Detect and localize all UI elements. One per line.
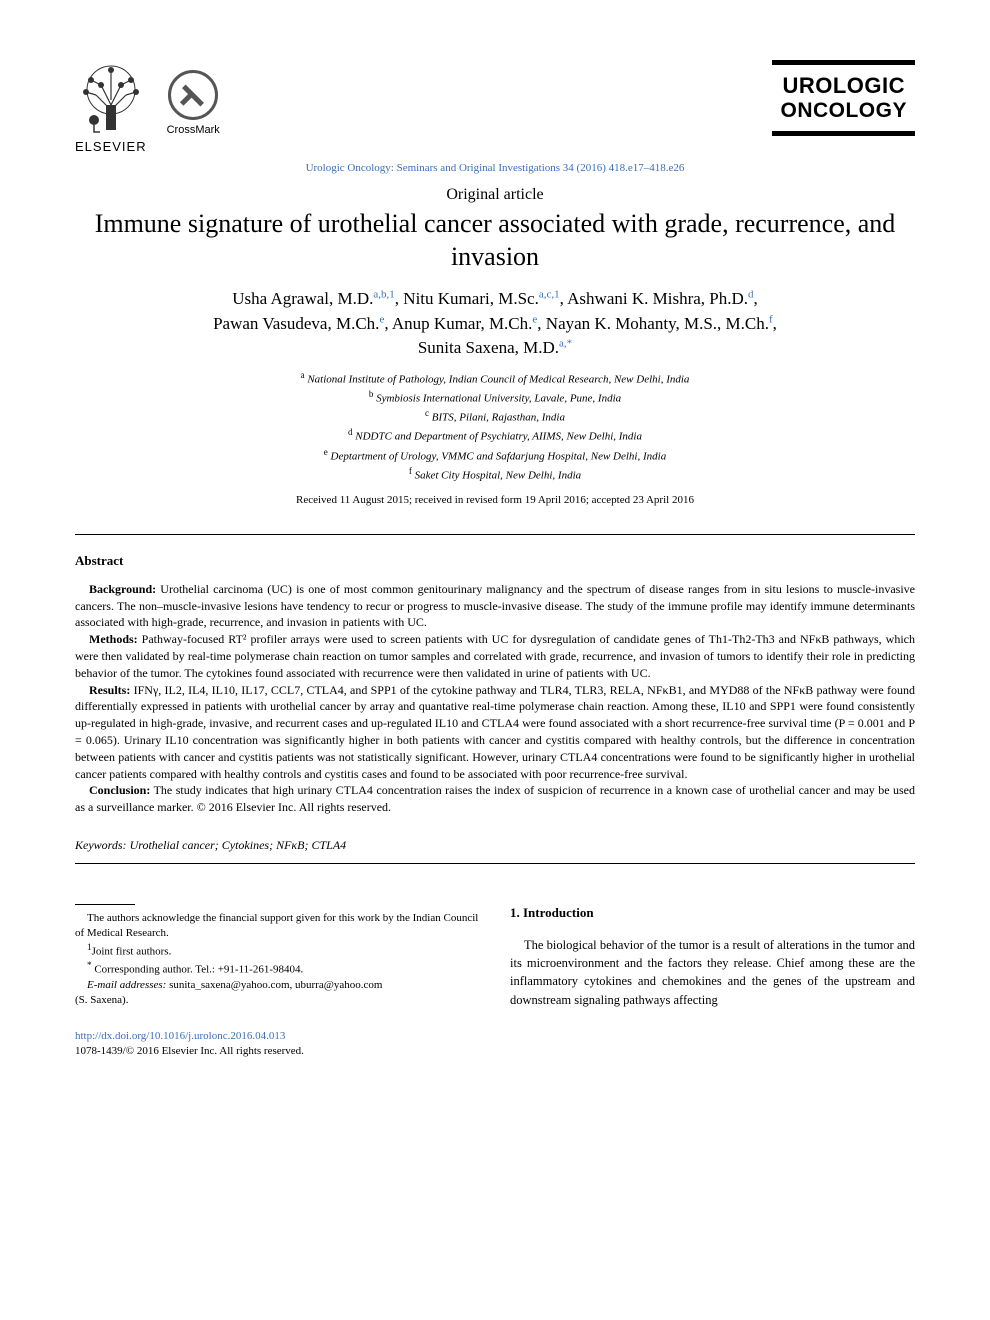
- affiliation-e: e Deptartment of Urology, VMMC and Safda…: [75, 446, 915, 465]
- left-column: The authors acknowledge the financial su…: [75, 904, 480, 1059]
- elsevier-logo: ELSEVIER: [75, 60, 147, 154]
- footnote-email: E-mail addresses: sunita_saxena@yahoo.co…: [75, 978, 480, 993]
- affiliations: a National Institute of Pathology, India…: [75, 369, 915, 484]
- elsevier-tree-icon: [76, 60, 146, 135]
- two-column-region: The authors acknowledge the financial su…: [75, 904, 915, 1059]
- conclusion-text: The study indicates that high urinary CT…: [75, 783, 915, 814]
- email-label: E-mail addresses:: [87, 979, 166, 991]
- footnote-corresponding: * Corresponding author. Tel.: +91-11-261…: [75, 959, 480, 978]
- affiliation-d: d NDDTC and Department of Psychiatry, AI…: [75, 426, 915, 445]
- right-column: 1. Introduction The biological behavior …: [510, 904, 915, 1059]
- journal-title-line2: ONCOLOGY: [780, 99, 907, 123]
- abstract-results: Results: IFNγ, IL2, IL4, IL10, IL17, CCL…: [75, 682, 915, 783]
- footnote-email-name: (S. Saxena).: [75, 993, 480, 1008]
- crossmark-label: CrossMark: [167, 124, 220, 136]
- abstract-background: Background: Urothelial carcinoma (UC) is…: [75, 581, 915, 631]
- footnote-joint: 1Joint first authors.: [75, 941, 480, 960]
- crossmark-logo[interactable]: CrossMark: [167, 70, 220, 136]
- affiliation-c: c BITS, Pilani, Rajasthan, India: [75, 407, 915, 426]
- affiliation-f: f Saket City Hospital, New Delhi, India: [75, 465, 915, 484]
- methods-label: Methods:: [89, 632, 138, 646]
- footnote-rule: [75, 904, 135, 905]
- article-title: Immune signature of urothelial cancer as…: [75, 208, 915, 273]
- authors-list: Usha Agrawal, M.D.a,b,1, Nitu Kumari, M.…: [75, 287, 915, 361]
- email-addresses: sunita_saxena@yahoo.com, uburra@yahoo.co…: [166, 979, 382, 991]
- footnotes: The authors acknowledge the financial su…: [75, 911, 480, 1007]
- background-label: Background:: [89, 582, 156, 596]
- journal-title-box: UROLOGIC ONCOLOGY: [772, 60, 915, 136]
- divider-top: [75, 534, 915, 535]
- divider-bottom: [75, 863, 915, 864]
- keywords-line: Keywords: Urothelial cancer; Cytokines; …: [75, 838, 915, 853]
- citation-line[interactable]: Urologic Oncology: Seminars and Original…: [75, 162, 915, 174]
- methods-text: Pathway-focused RT² profiler arrays were…: [75, 632, 915, 680]
- abstract-conclusion: Conclusion: The study indicates that hig…: [75, 782, 915, 816]
- journal-title-line1: UROLOGIC: [780, 73, 907, 99]
- abstract-body: Background: Urothelial carcinoma (UC) is…: [75, 581, 915, 816]
- received-dates: Received 11 August 2015; received in rev…: [75, 494, 915, 506]
- abstract-methods: Methods: Pathway-focused RT² profiler ar…: [75, 631, 915, 681]
- header-left: ELSEVIER CrossMark: [75, 60, 220, 154]
- elsevier-label: ELSEVIER: [75, 139, 147, 154]
- intro-paragraph: The biological behavior of the tumor is …: [510, 936, 915, 1009]
- abstract-heading: Abstract: [75, 553, 915, 569]
- copyright-line: 1078-1439/© 2016 Elsevier Inc. All right…: [75, 1044, 480, 1059]
- keywords-label: Keywords:: [75, 838, 127, 852]
- footer-block: http://dx.doi.org/10.1016/j.urolonc.2016…: [75, 1029, 480, 1059]
- affiliation-b: b Symbiosis International University, La…: [75, 388, 915, 407]
- doi-link[interactable]: http://dx.doi.org/10.1016/j.urolonc.2016…: [75, 1029, 480, 1044]
- background-text: Urothelial carcinoma (UC) is one of most…: [75, 582, 915, 630]
- footnote-ack: The authors acknowledge the financial su…: [75, 911, 480, 941]
- results-text: IFNγ, IL2, IL4, IL10, IL17, CCL7, CTLA4,…: [75, 683, 915, 781]
- keywords-text: Urothelial cancer; Cytokines; NFκB; CTLA…: [127, 838, 347, 852]
- affiliation-a: a National Institute of Pathology, India…: [75, 369, 915, 388]
- article-type: Original article: [75, 186, 915, 204]
- intro-heading: 1. Introduction: [510, 904, 915, 922]
- crossmark-icon: [168, 70, 218, 120]
- header-row: ELSEVIER CrossMark UROLOGIC ONCOLOGY: [75, 60, 915, 154]
- results-label: Results:: [89, 683, 130, 697]
- conclusion-label: Conclusion:: [89, 783, 150, 797]
